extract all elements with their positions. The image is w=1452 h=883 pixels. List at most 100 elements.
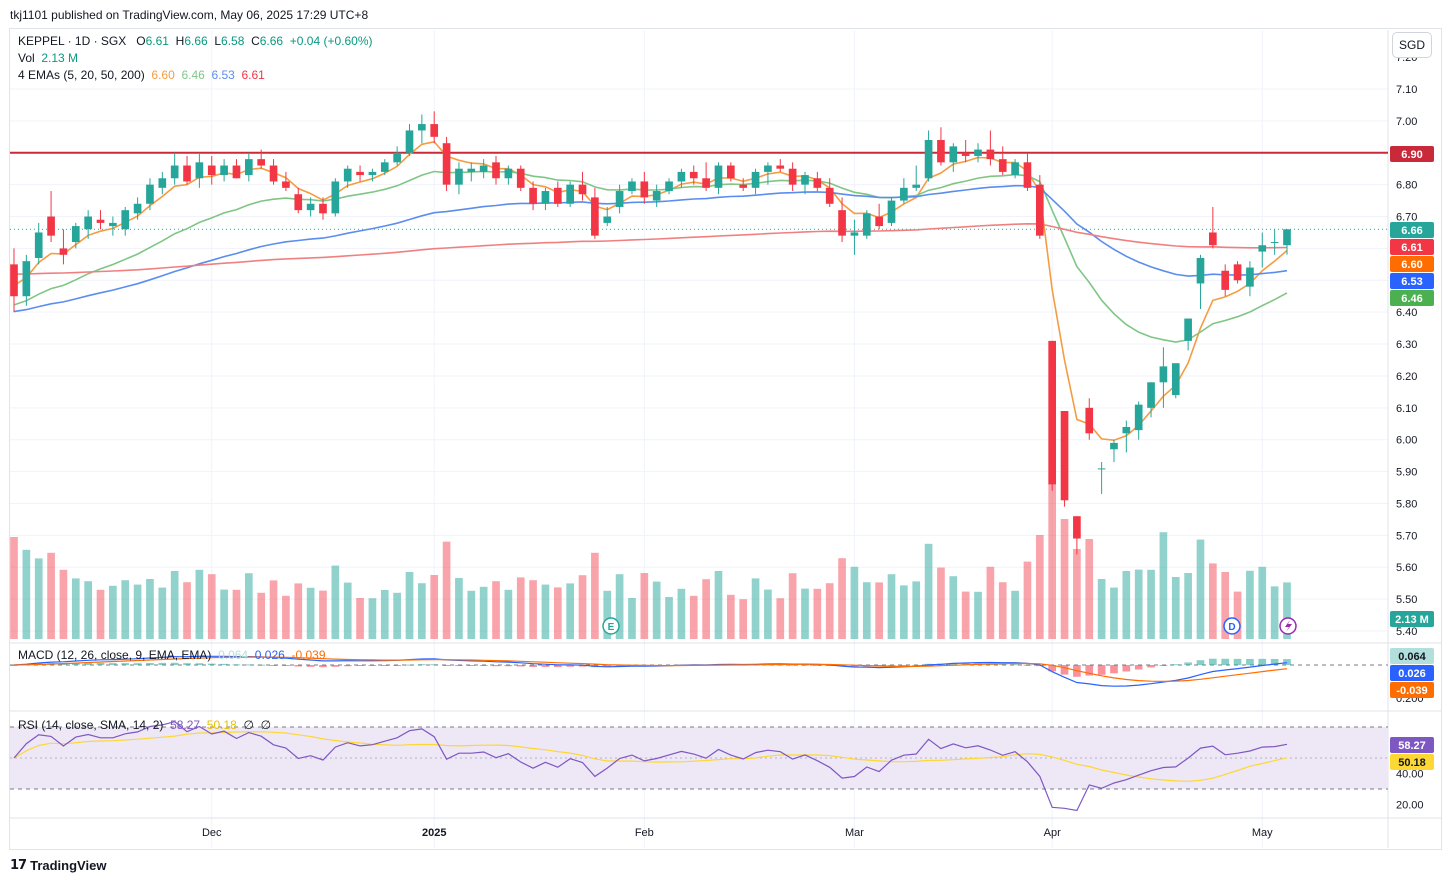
rsi-value-tag: 58.27 xyxy=(1398,740,1426,752)
volume-bar xyxy=(1122,571,1131,639)
macd-histogram-bar xyxy=(1097,665,1106,675)
candle-body xyxy=(986,149,995,160)
macd-histogram-bar xyxy=(10,665,18,666)
macd-histogram-bar xyxy=(788,664,797,666)
macd-histogram-bar xyxy=(430,664,439,666)
candle-body xyxy=(1060,411,1069,501)
candle-body xyxy=(84,216,92,230)
macd-histogram-bar xyxy=(294,665,303,667)
volume-bar xyxy=(47,552,55,639)
volume-bar xyxy=(727,594,735,639)
candle-body xyxy=(405,130,414,153)
price-tick-label: 6.10 xyxy=(1396,403,1417,415)
volume-price-tag-bg xyxy=(1390,611,1434,627)
candle-body xyxy=(195,162,204,179)
volume-bar xyxy=(133,584,142,639)
volume-bar xyxy=(1171,577,1180,639)
ema50-price-tag: 6.53 xyxy=(1401,276,1422,288)
price-tick-label: 6.00 xyxy=(1396,435,1417,447)
main-legend: KEPPEL · 1D · SGX O6.61 H6.66 L6.58 C6.6… xyxy=(18,34,373,82)
macd-histogram-bar xyxy=(1011,664,1019,666)
macd-histogram-bar xyxy=(96,662,105,665)
volume-bar xyxy=(813,588,822,639)
volume-bar xyxy=(603,590,612,639)
volume-bar xyxy=(924,543,933,639)
candle-body xyxy=(294,194,303,211)
candle-body xyxy=(1233,264,1242,281)
volume-bar xyxy=(838,558,846,639)
macd-histogram-bar xyxy=(1110,665,1118,674)
candle-body xyxy=(1221,270,1230,290)
chart-frame xyxy=(9,28,1442,850)
price-tick-label: 5.70 xyxy=(1396,530,1417,542)
macd-histogram-bar xyxy=(257,664,266,666)
candle-body xyxy=(764,165,772,172)
candle-body xyxy=(1134,404,1143,431)
candle-body xyxy=(924,140,933,179)
macd-legend: MACD (12, 26, close, 9, EMA, EMA) 0.064 … xyxy=(18,648,326,662)
macd-histogram-bar xyxy=(158,662,167,665)
tradingview-brand[interactable]: 𝟭𝟳 TradingView xyxy=(10,857,106,873)
dividend-marker-icon xyxy=(1223,617,1241,635)
volume-bar xyxy=(170,571,179,639)
volume-bar xyxy=(319,590,327,639)
change-value: +0.04 (+0.60%) xyxy=(289,34,373,48)
macd-histogram-bar xyxy=(1209,658,1217,665)
candle-body xyxy=(244,159,253,176)
candle-body xyxy=(553,187,562,204)
candle-body xyxy=(170,165,179,179)
volume-bar xyxy=(71,578,80,639)
candle-body xyxy=(961,152,970,156)
macd-histogram-bar xyxy=(356,665,364,667)
candle-body xyxy=(652,191,661,201)
macd-histogram-bar xyxy=(1258,658,1267,665)
currency-button[interactable]: SGD xyxy=(1392,32,1432,58)
macd-histogram-bar xyxy=(949,663,958,665)
macd-histogram-bar xyxy=(343,665,352,667)
macd-histogram-bar xyxy=(1283,659,1291,665)
candle-body xyxy=(640,181,649,198)
volume-bar xyxy=(1060,519,1069,639)
candle-body xyxy=(591,197,599,236)
macd-histogram-bar xyxy=(84,662,92,665)
candle-body xyxy=(492,162,500,179)
candle-body xyxy=(109,222,117,227)
macd-histogram-bar xyxy=(566,665,574,667)
time-tick-label: 2025 xyxy=(422,827,446,839)
price-labels: 6.90 6.66 6.61 6.60 6.53 6.46 2.13 M 0.064 0.026… xyxy=(602,146,1434,770)
candle-body xyxy=(380,162,389,172)
open-value: 6.61 xyxy=(145,34,169,48)
rsi-line xyxy=(13,721,1288,812)
macd-hist-tag-bg xyxy=(1390,648,1434,664)
volume-bar xyxy=(380,590,389,639)
volume-bar xyxy=(825,583,834,639)
macd-histogram-bar xyxy=(1246,658,1254,665)
candle-body xyxy=(900,187,908,201)
volume-bar xyxy=(195,569,204,639)
candle-body xyxy=(702,178,710,188)
tradingview-logo-icon: 𝟭𝟳 xyxy=(10,857,27,872)
volume-bar xyxy=(578,575,587,639)
candle-body xyxy=(207,165,216,176)
candle-body xyxy=(1283,229,1291,246)
candle-body xyxy=(1122,426,1131,434)
volume-bar xyxy=(59,569,68,639)
volume-bar xyxy=(504,589,513,639)
volume-bar xyxy=(1196,539,1205,639)
macd-histogram-bar xyxy=(467,665,476,666)
macd-histogram-bar xyxy=(998,663,1007,665)
volume-bar xyxy=(1097,579,1106,639)
volume-bar xyxy=(467,590,476,639)
volume-bar xyxy=(455,578,463,639)
candle-body xyxy=(751,171,760,188)
candle-body xyxy=(331,181,340,214)
macd-histogram-bar xyxy=(418,664,426,666)
candle-body xyxy=(788,168,797,185)
candle-body xyxy=(714,165,723,188)
candle-body xyxy=(183,165,191,182)
volume-bar xyxy=(912,581,921,639)
macd-histogram-bar xyxy=(455,665,463,666)
last-price-tag-bg xyxy=(1390,222,1434,238)
volume-bar xyxy=(343,582,352,639)
